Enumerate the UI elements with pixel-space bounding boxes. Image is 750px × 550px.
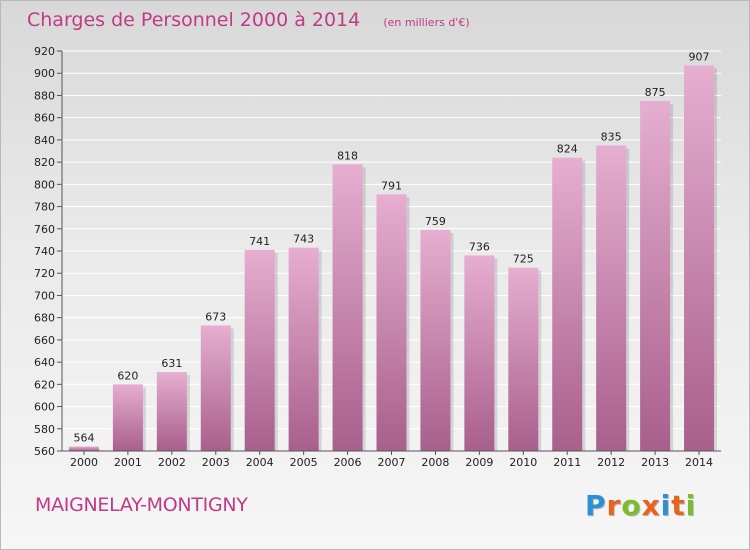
y-tick-label: 720 bbox=[34, 267, 55, 280]
data-label: 741 bbox=[249, 235, 270, 248]
x-tick-label: 2001 bbox=[114, 456, 142, 469]
y-tick-label: 560 bbox=[34, 445, 55, 458]
bar-2005[interactable] bbox=[288, 247, 319, 451]
y-tick-label: 700 bbox=[34, 289, 55, 302]
x-tick-label: 2002 bbox=[158, 456, 186, 469]
city-name: MAIGNELAY-MONTIGNY bbox=[35, 494, 248, 516]
bar-2011[interactable] bbox=[552, 157, 583, 451]
x-tick-label: 2006 bbox=[334, 456, 362, 469]
logo-letter: i bbox=[660, 489, 672, 522]
x-tick-label: 2012 bbox=[597, 456, 625, 469]
x-tick-label: 2008 bbox=[421, 456, 449, 469]
y-tick-label: 900 bbox=[34, 67, 55, 80]
x-tick-label: 2005 bbox=[290, 456, 318, 469]
data-label: 673 bbox=[205, 310, 226, 323]
bar-2013[interactable] bbox=[640, 101, 671, 451]
y-tick-label: 820 bbox=[34, 156, 55, 169]
bar-2004[interactable] bbox=[244, 249, 275, 451]
logo-letter: i bbox=[685, 489, 697, 522]
x-tick-label: 2011 bbox=[553, 456, 581, 469]
logo-letter: P bbox=[585, 489, 607, 522]
y-tick-label: 920 bbox=[34, 45, 55, 58]
data-label: 907 bbox=[689, 50, 710, 63]
bar-2010[interactable] bbox=[508, 267, 539, 451]
data-label: 743 bbox=[293, 233, 314, 246]
data-label: 564 bbox=[73, 432, 94, 445]
data-label: 759 bbox=[425, 215, 446, 228]
data-label: 835 bbox=[601, 130, 622, 143]
data-labels: 564 620 631 673 741 743 818 791 759 736 725 824 835 8… bbox=[73, 50, 709, 444]
bar-2007[interactable] bbox=[376, 194, 407, 452]
title-row: Charges de Personnel 2000 à 2014 (en mil… bbox=[27, 9, 470, 31]
data-label: 818 bbox=[337, 149, 358, 162]
x-tick-label: 2013 bbox=[641, 456, 669, 469]
bar-2003[interactable] bbox=[200, 325, 231, 451]
data-label: 620 bbox=[117, 369, 138, 382]
bar-2008[interactable] bbox=[420, 229, 451, 451]
data-label: 824 bbox=[557, 143, 578, 156]
x-tick-label: 2009 bbox=[465, 456, 493, 469]
bar-2006[interactable] bbox=[332, 164, 363, 452]
x-tick-label: 2010 bbox=[509, 456, 537, 469]
logo-letter: t bbox=[671, 489, 686, 522]
logo-letter: x bbox=[641, 489, 661, 522]
bar-2002[interactable] bbox=[156, 372, 187, 451]
x-tick-label: 2007 bbox=[378, 456, 406, 469]
bars bbox=[68, 65, 718, 452]
logo-letter: r bbox=[606, 489, 622, 522]
y-tick-label: 800 bbox=[34, 178, 55, 191]
chart-unit: (en milliers d'€) bbox=[383, 16, 470, 29]
y-tick-label: 780 bbox=[34, 201, 55, 214]
y-tick-label: 860 bbox=[34, 112, 55, 125]
y-tick-label: 840 bbox=[34, 134, 55, 147]
data-label: 791 bbox=[381, 179, 402, 192]
y-tick-label: 880 bbox=[34, 89, 55, 102]
y-tick-label: 640 bbox=[34, 356, 55, 369]
data-label: 875 bbox=[645, 86, 666, 99]
bar-2000[interactable] bbox=[68, 446, 99, 451]
data-label: 725 bbox=[513, 253, 534, 266]
y-tick-label: 660 bbox=[34, 334, 55, 347]
x-tick-label: 2014 bbox=[685, 456, 713, 469]
data-label: 631 bbox=[161, 357, 182, 370]
bar-2014[interactable] bbox=[684, 65, 715, 451]
y-tick-label: 620 bbox=[34, 378, 55, 391]
axes: 560 580 600 620 640 660 680 700 720 740 760 780 800 8… bbox=[34, 45, 721, 469]
x-tick-label: 2000 bbox=[70, 456, 98, 469]
y-tick-label: 740 bbox=[34, 245, 55, 258]
logo-letter: o bbox=[621, 489, 642, 522]
x-tick-label: 2004 bbox=[246, 456, 274, 469]
y-tick-label: 600 bbox=[34, 401, 55, 414]
bar-2009[interactable] bbox=[464, 255, 495, 451]
bar-2001[interactable] bbox=[112, 384, 143, 451]
bar-2012[interactable] bbox=[596, 145, 627, 451]
y-tick-label: 680 bbox=[34, 312, 55, 325]
y-tick-label: 760 bbox=[34, 223, 55, 236]
proxiti-logo[interactable]: Proxiti bbox=[585, 489, 696, 522]
chart-title: Charges de Personnel 2000 à 2014 bbox=[27, 9, 361, 31]
y-tick-label: 580 bbox=[34, 423, 55, 436]
x-tick-label: 2003 bbox=[202, 456, 230, 469]
data-label: 736 bbox=[469, 240, 490, 253]
